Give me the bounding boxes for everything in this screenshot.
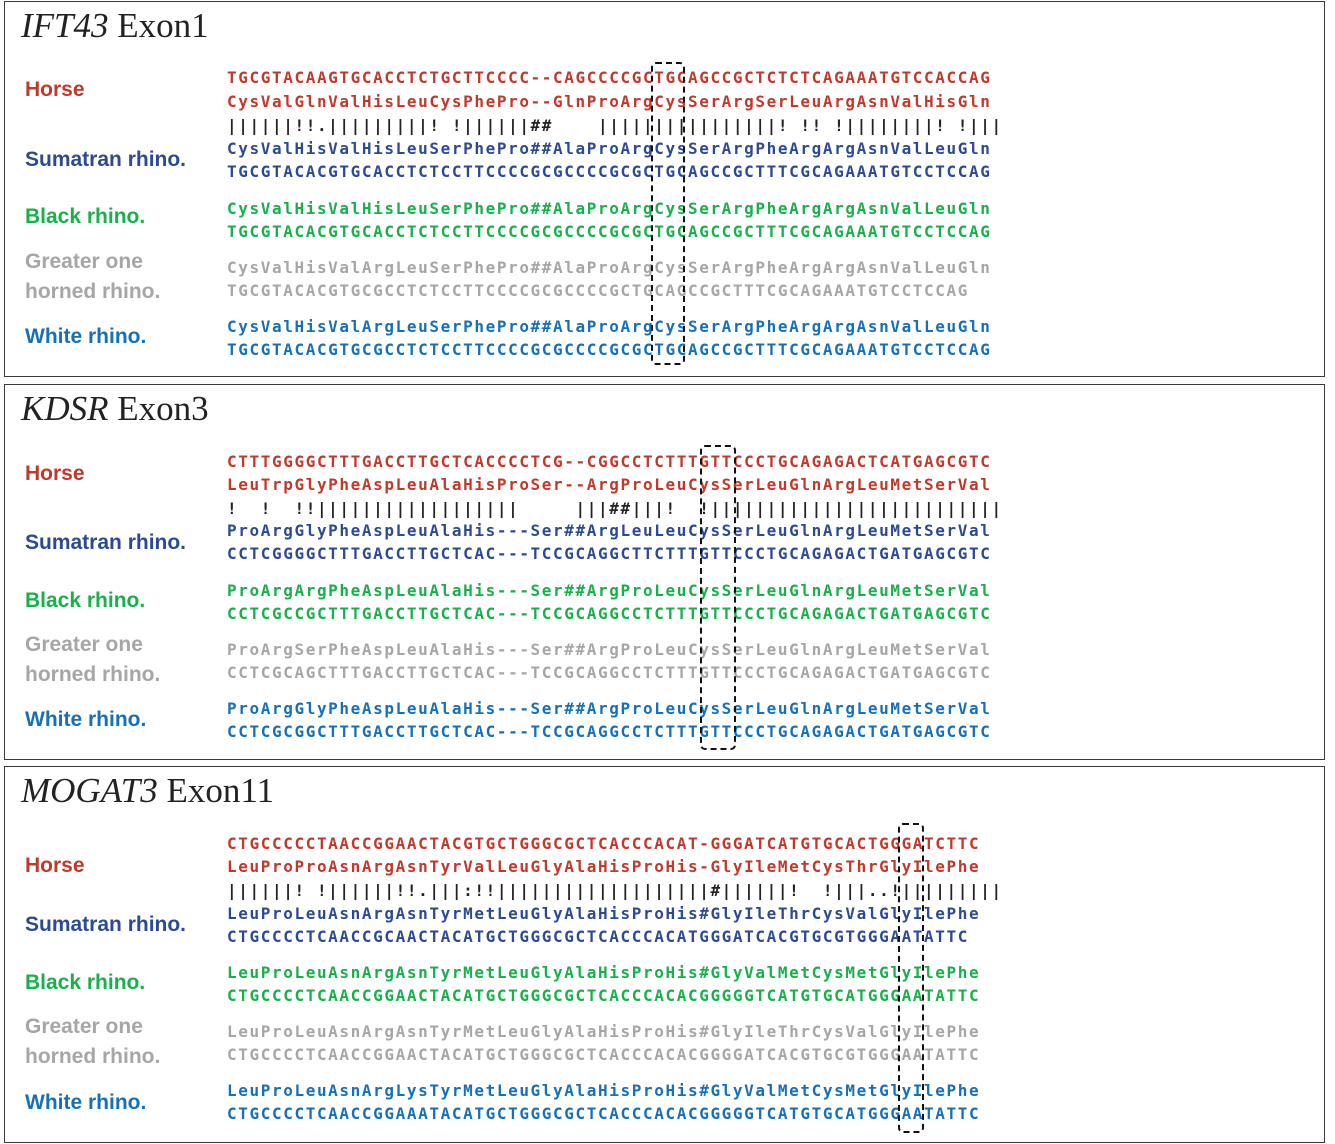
horse-protein-sequence: LeuTrpGlyPheAspLeuAlaHisProSer--ArgProLe… (227, 475, 992, 494)
species-label-greater-line2: horned rhino. (25, 280, 161, 303)
species-label-white: White rhino. (25, 708, 147, 731)
alignment-panel-ift43: IFT43 Exon1 Horse Sumatran rhino. Black … (4, 1, 1325, 377)
exon-name: Exon3 (117, 389, 209, 428)
species-label-horse: Horse (25, 78, 85, 101)
species-label-white: White rhino. (25, 1091, 147, 1114)
greater-dna-sequence: CTGCCCCTCAACCGGAACTACATGCTGGGCGCTCACCCAC… (227, 1045, 981, 1064)
greater-dna-sequence: TGCGTACACGTGCGCCTCTCCTTCCCCGCGCCCCGCTGCA… (227, 281, 970, 300)
species-label-black: Black rhino. (25, 205, 146, 228)
gene-name: MOGAT3 (21, 771, 158, 810)
sumatran-dna-sequence: TGCGTACACGTGCACCTCTCCTTCCCCGCGCCCCGCGCTG… (227, 162, 992, 181)
match-line: ! ! !!|||||||||||||||||| |||##|||! !||||… (227, 499, 1003, 518)
white-protein-sequence: ProArgGlyPheAspLeuAlaHis---Ser##ArgProLe… (227, 699, 992, 718)
black-dna-sequence: CCTCGCCGCTTTGACCTTGCTCAC---TCCGCAGGCCTCT… (227, 604, 992, 623)
indel-highlight-box (898, 823, 924, 1133)
exon-name: Exon1 (117, 6, 209, 45)
white-dna-sequence: CTGCCCCTCAACCGGAAATACATGCTGGGCGCTCACCCAC… (227, 1104, 981, 1123)
species-label-sumatran: Sumatran rhino. (25, 913, 187, 936)
alignment-panel-kdsr: KDSR Exon3 Horse Sumatran rhino. Black r… (4, 384, 1325, 760)
panel-title: KDSR Exon3 (21, 389, 209, 429)
match-line: ||||||! !||||||!!.|||:!!||||||||||||||||… (227, 881, 1003, 900)
species-label-greater-line1: Greater one (25, 1015, 143, 1038)
black-protein-sequence: LeuProLeuAsnArgAsnTyrMetLeuGlyAlaHisProH… (227, 963, 981, 982)
gene-name: IFT43 (21, 6, 109, 45)
sumatran-dna-sequence: CTGCCCCTCAACCGCAACTACATGCTGGGCGCTCACCCAC… (227, 927, 970, 946)
gene-name: KDSR (21, 389, 109, 428)
species-label-black: Black rhino. (25, 589, 146, 612)
white-protein-sequence: CysValHisValArgLeuSerPhePro##AlaProArgCy… (227, 317, 992, 336)
species-label-black: Black rhino. (25, 971, 146, 994)
indel-highlight-box (700, 445, 736, 750)
white-protein-sequence: LeuProLeuAsnArgLysTyrMetLeuGlyAlaHisProH… (227, 1081, 981, 1100)
panel-title: IFT43 Exon1 (21, 6, 209, 46)
black-dna-sequence: TGCGTACACGTGCACCTCTCCTTCCCCGCGCCCCGCGCTG… (227, 222, 992, 241)
greater-protein-sequence: ProArgSerPheAspLeuAlaHis---Ser##ArgProLe… (227, 640, 992, 659)
species-label-greater-line2: horned rhino. (25, 1045, 161, 1068)
sumatran-protein-sequence: ProArgGlyPheAspLeuAlaHis---Ser##ArgLeuLe… (227, 521, 992, 540)
species-label-horse: Horse (25, 854, 85, 877)
species-label-greater-line2: horned rhino. (25, 663, 161, 686)
match-line: ||||||!!.|||||||||! !||||||## ||||||||||… (227, 116, 1003, 135)
indel-highlight-box (651, 62, 685, 365)
sumatran-protein-sequence: LeuProLeuAsnArgAsnTyrMetLeuGlyAlaHisProH… (227, 904, 981, 923)
black-protein-sequence: ProArgArgPheAspLeuAlaHis---Ser##ArgProLe… (227, 581, 992, 600)
exon-name: Exon11 (166, 771, 275, 810)
species-label-greater-line1: Greater one (25, 633, 143, 656)
horse-dna-sequence: TGCGTACAAGTGCACCTCTGCTTCCCC--CAGCCCCGCTG… (227, 68, 992, 87)
white-dna-sequence: CCTCGCGGCTTTGACCTTGCTCAC---TCCGCAGGCCTCT… (227, 722, 992, 741)
panel-title: MOGAT3 Exon11 (21, 771, 274, 811)
species-label-greater-line1: Greater one (25, 250, 143, 273)
white-dna-sequence: TGCGTACACGTGCGCCTCTCCTTCCCCGCGCCCCGCGCTG… (227, 340, 992, 359)
species-label-sumatran: Sumatran rhino. (25, 531, 187, 554)
black-dna-sequence: CTGCCCCTCAACCGGAACTACATGCTGGGCGCTCACCCAC… (227, 986, 981, 1005)
sumatran-dna-sequence: CCTCGGGGCTTTGACCTTGCTCAC---TCCGCAGGCTTCT… (227, 544, 992, 563)
black-protein-sequence: CysValHisValHisLeuSerPhePro##AlaProArgCy… (227, 199, 992, 218)
species-label-sumatran: Sumatran rhino. (25, 148, 187, 171)
species-label-white: White rhino. (25, 325, 147, 348)
greater-dna-sequence: CCTCGCAGCTTTGACCTTGCTCAC---TCCGCAGGCCTCT… (227, 663, 992, 682)
species-label-horse: Horse (25, 462, 85, 485)
sumatran-protein-sequence: CysValHisValHisLeuSerPhePro##AlaProArgCy… (227, 139, 992, 158)
horse-protein-sequence: LeuProProAsnArgAsnTyrValLeuGlyAlaHisProH… (227, 857, 981, 876)
greater-protein-sequence: LeuProLeuAsnArgAsnTyrMetLeuGlyAlaHisProH… (227, 1022, 981, 1041)
horse-dna-sequence: CTGCCCCCTAACCGGAACTACGTGCTGGGCGCTCACCCAC… (227, 834, 981, 853)
horse-protein-sequence: CysValGlnValHisLeuCysPhePro--GlnProArgCy… (227, 92, 992, 111)
horse-dna-sequence: CTTTGGGGCTTTGACCTTGCTCACCCCTCG--CGGCCTCT… (227, 452, 992, 471)
alignment-panel-mogat3: MOGAT3 Exon11 Horse Sumatran rhino. Blac… (4, 766, 1325, 1143)
greater-protein-sequence: CysValHisValArgLeuSerPhePro##AlaProArgCy… (227, 258, 992, 277)
